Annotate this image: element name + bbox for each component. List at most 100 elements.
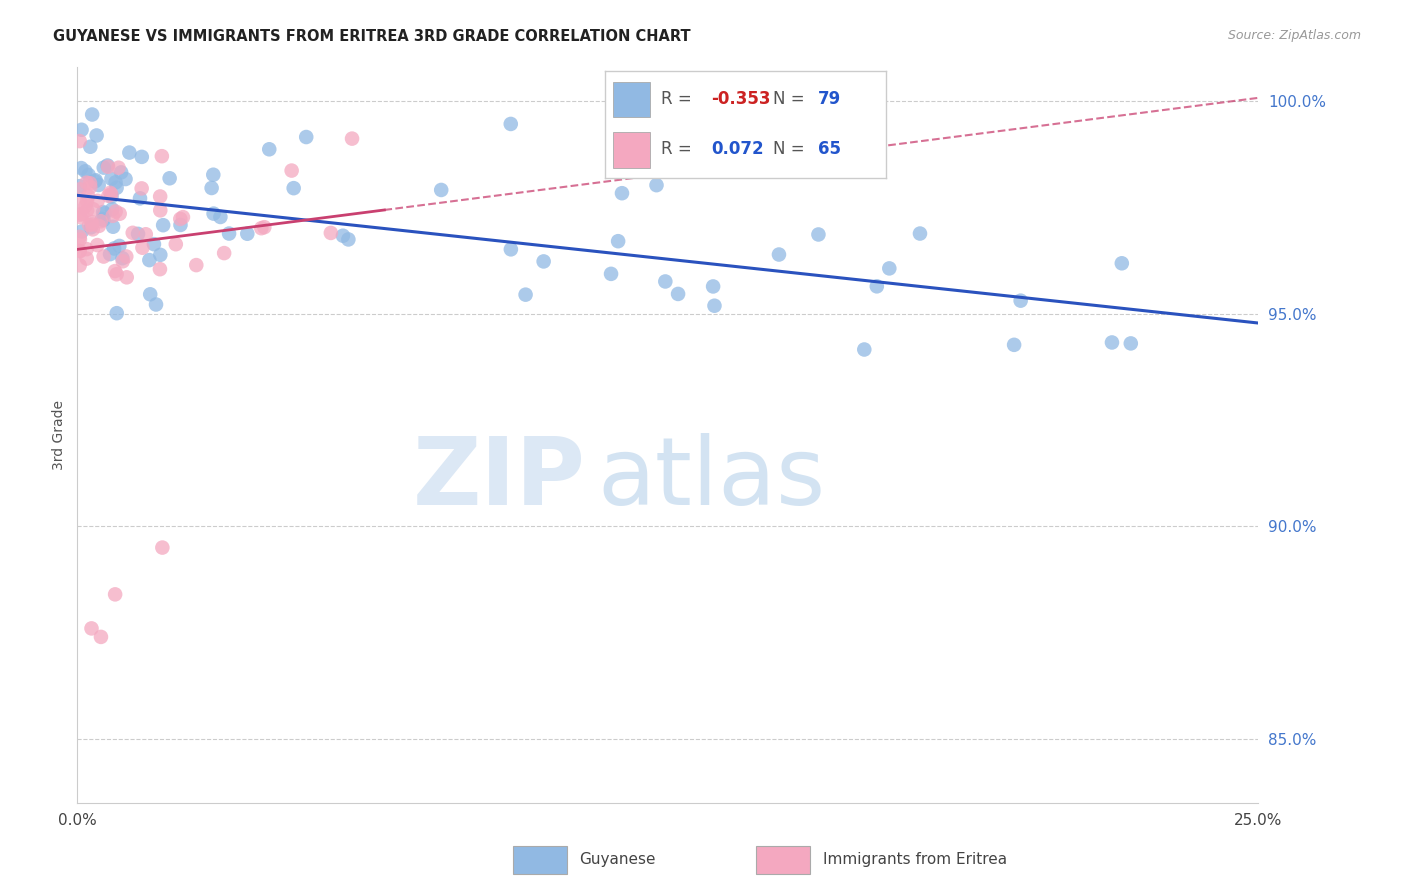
- Text: N =: N =: [773, 90, 810, 108]
- Point: [96, 158, 118, 172]
- Point: [100, 189, 122, 203]
- Point: [87, 178, 110, 192]
- Point: [86, 238, 108, 252]
- Point: [607, 234, 630, 248]
- Point: [77, 168, 100, 182]
- Text: -0.353: -0.353: [711, 90, 770, 108]
- Point: [250, 221, 273, 235]
- Point: [90, 214, 112, 228]
- Point: [97, 188, 120, 202]
- Text: atlas: atlas: [598, 433, 825, 525]
- Point: [115, 250, 138, 264]
- Point: [69, 258, 91, 272]
- Point: [97, 160, 120, 174]
- Point: [430, 183, 453, 197]
- Point: [131, 181, 153, 195]
- Point: [118, 145, 141, 160]
- Text: R =: R =: [661, 90, 697, 108]
- Point: [90, 630, 112, 644]
- Point: [76, 252, 98, 266]
- Point: [93, 206, 115, 220]
- Point: [108, 239, 131, 253]
- Point: [115, 270, 138, 285]
- Point: [111, 251, 134, 265]
- Point: [150, 149, 173, 163]
- Point: [69, 208, 91, 222]
- Point: [84, 173, 107, 187]
- Text: Guyanese: Guyanese: [579, 853, 655, 867]
- Point: [149, 262, 172, 277]
- Point: [80, 220, 103, 235]
- Point: [866, 279, 889, 293]
- Point: [654, 275, 676, 289]
- Point: [93, 212, 115, 227]
- Point: [149, 189, 172, 203]
- Point: [212, 246, 235, 260]
- Point: [169, 218, 191, 232]
- Point: [131, 150, 153, 164]
- Point: [666, 287, 689, 301]
- Point: [69, 232, 91, 246]
- Point: [610, 186, 633, 201]
- Point: [110, 165, 132, 179]
- Point: [645, 178, 668, 193]
- Point: [138, 253, 160, 268]
- Point: [515, 287, 537, 301]
- Point: [1101, 335, 1123, 350]
- Point: [107, 161, 129, 175]
- Text: N =: N =: [773, 140, 810, 158]
- Point: [1111, 256, 1133, 270]
- Point: [1002, 338, 1025, 352]
- Point: [807, 227, 830, 242]
- Point: [131, 241, 153, 255]
- Point: [80, 218, 103, 232]
- Point: [100, 171, 122, 186]
- Point: [149, 248, 172, 262]
- Point: [69, 179, 91, 194]
- Point: [142, 237, 165, 252]
- Point: [80, 621, 103, 635]
- Point: [253, 220, 276, 235]
- Point: [69, 229, 91, 244]
- Point: [768, 247, 790, 261]
- Point: [703, 299, 725, 313]
- Point: [101, 219, 124, 234]
- Point: [103, 242, 125, 256]
- Point: [101, 209, 124, 223]
- Text: 65: 65: [818, 140, 841, 158]
- Point: [76, 242, 98, 256]
- Point: [145, 297, 167, 311]
- Point: [104, 175, 127, 189]
- Point: [218, 227, 240, 241]
- Point: [340, 131, 363, 145]
- Point: [499, 117, 522, 131]
- Point: [80, 215, 103, 229]
- Point: [202, 206, 225, 220]
- Point: [104, 204, 127, 219]
- Point: [69, 244, 91, 259]
- Point: [76, 194, 98, 208]
- Text: GUYANESE VS IMMIGRANTS FROM ERITREA 3RD GRADE CORRELATION CHART: GUYANESE VS IMMIGRANTS FROM ERITREA 3RD …: [53, 29, 692, 44]
- Point: [93, 161, 115, 175]
- Point: [69, 244, 91, 258]
- Point: [104, 587, 127, 601]
- Point: [533, 254, 555, 268]
- Point: [98, 186, 121, 200]
- Point: [82, 202, 104, 217]
- Point: [139, 287, 162, 301]
- Point: [76, 203, 98, 218]
- Point: [101, 202, 124, 217]
- FancyBboxPatch shape: [613, 132, 650, 168]
- Point: [172, 210, 194, 224]
- Point: [93, 250, 115, 264]
- Point: [332, 228, 354, 243]
- Point: [69, 194, 91, 208]
- Point: [111, 254, 134, 268]
- Point: [165, 237, 187, 252]
- Point: [82, 222, 104, 236]
- Point: [91, 205, 114, 219]
- Point: [337, 232, 360, 246]
- Point: [159, 171, 181, 186]
- Point: [75, 164, 97, 178]
- Point: [105, 181, 128, 195]
